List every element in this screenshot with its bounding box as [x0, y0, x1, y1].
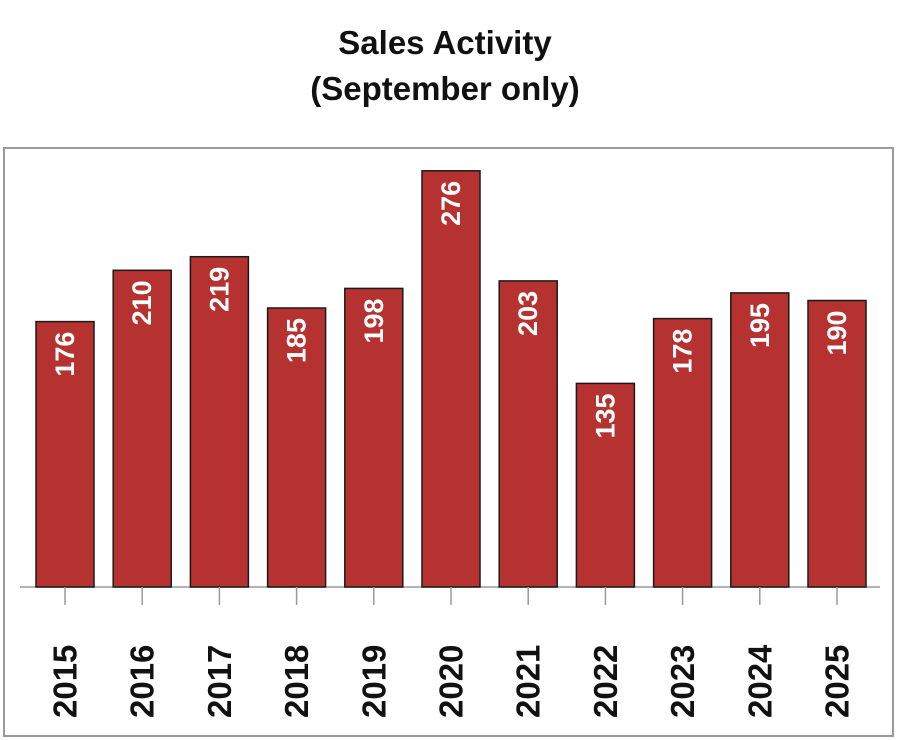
x-tick-label-2022: 2022: [587, 645, 624, 718]
value-label-2025: 190: [822, 310, 852, 355]
x-tick-label-2018: 2018: [278, 645, 315, 718]
bar-2022: [575, 382, 636, 588]
x-tick-label-2020: 2020: [433, 645, 470, 718]
x-tick-label-2024: 2024: [741, 644, 778, 718]
chart-title-line-1: Sales Activity: [338, 24, 552, 61]
x-tick-label-2023: 2023: [664, 645, 701, 718]
chart-title: Sales Activity (September only): [0, 20, 890, 112]
bar-2019: [344, 287, 404, 588]
x-tick-label-2021: 2021: [510, 645, 547, 718]
x-tick-label-2025: 2025: [819, 645, 856, 718]
x-tick-label-2016: 2016: [124, 645, 161, 718]
bar-2024: [730, 292, 790, 588]
bar-2023: [652, 317, 713, 588]
chart-title-line-2: (September only): [310, 70, 580, 107]
value-label-2015: 176: [50, 332, 80, 377]
bar-2025: [807, 299, 867, 588]
bars-layer: [35, 170, 867, 588]
value-label-2018: 185: [282, 318, 312, 363]
value-label-2023: 178: [668, 329, 698, 374]
bar-2020: [421, 170, 481, 588]
value-label-2016: 210: [127, 280, 157, 325]
value-label-2019: 198: [359, 298, 389, 343]
value-label-2024: 195: [745, 303, 775, 348]
x-ticks-layer: 2015 2016 2017 2018 2019 2020 2021 2022 2023 2024…: [47, 587, 856, 718]
x-tick-label-2019: 2019: [355, 645, 392, 718]
value-label-2020: 276: [436, 181, 466, 226]
x-tick-label-2017: 2017: [201, 645, 238, 718]
value-label-2022: 135: [590, 393, 620, 438]
bar-2016: [112, 269, 172, 588]
value-label-2017: 219: [204, 267, 234, 312]
plot-frame: [3, 147, 894, 737]
value-labels-layer: 176 210 219 185 198 276 203 135 178 195 190: [50, 181, 852, 439]
bar-2021: [498, 280, 558, 588]
x-tick-label-2015: 2015: [47, 645, 84, 718]
value-label-2021: 203: [513, 291, 543, 336]
bar-2017: [189, 255, 250, 588]
bar-2018: [266, 307, 327, 588]
